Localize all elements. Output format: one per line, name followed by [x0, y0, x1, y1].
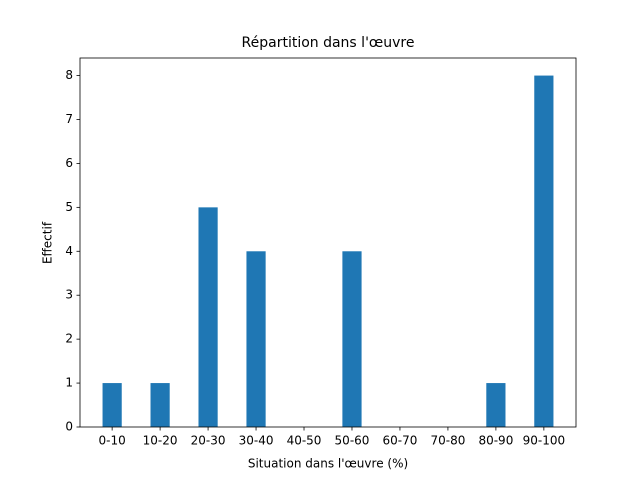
bar — [342, 251, 362, 427]
y-tick-label: 8 — [65, 68, 73, 82]
y-tick-label: 5 — [65, 200, 73, 214]
x-tick-label: 30-40 — [239, 434, 274, 448]
x-tick-label: 90-100 — [523, 434, 566, 448]
y-tick-label: 1 — [65, 376, 73, 390]
y-tick-label: 3 — [65, 288, 73, 302]
x-tick-label: 20-30 — [191, 434, 226, 448]
y-tick-label: 7 — [65, 112, 73, 126]
y-tick-label: 2 — [65, 332, 73, 346]
y-tick-label: 0 — [65, 420, 73, 434]
bar — [246, 251, 266, 427]
bar — [534, 75, 554, 428]
x-tick-label: 50-60 — [335, 434, 370, 448]
x-tick-label: 70-80 — [430, 434, 465, 448]
y-tick-label: 4 — [65, 244, 73, 258]
x-tick-label: 40-50 — [287, 434, 322, 448]
x-tick-label: 60-70 — [383, 434, 418, 448]
plot-frame — [79, 57, 577, 428]
x-tick-label: 10-20 — [143, 434, 178, 448]
bar — [102, 383, 122, 427]
y-tick-label: 6 — [65, 156, 73, 170]
chart-title: Répartition dans l'œuvre — [242, 35, 415, 51]
x-axis-label: Situation dans l'œuvre (%) — [248, 457, 408, 471]
bar — [150, 383, 170, 427]
bar — [198, 207, 218, 427]
bar — [486, 383, 506, 427]
x-tick-label: 0-10 — [99, 434, 126, 448]
y-axis-label: Effectif — [41, 221, 55, 264]
x-tick-label: 80-90 — [478, 434, 513, 448]
